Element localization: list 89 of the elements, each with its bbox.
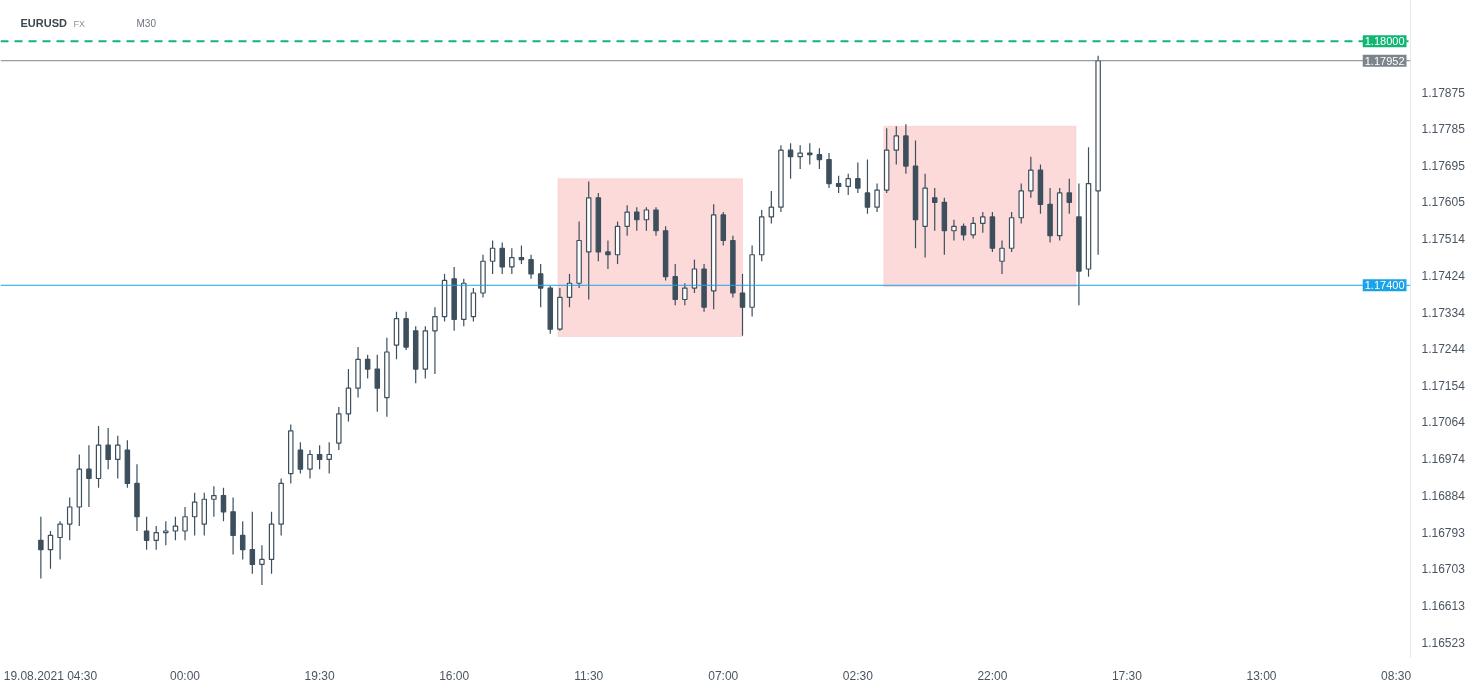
y-tick-label: 1.17785 bbox=[1421, 122, 1466, 137]
candlestick bbox=[807, 142, 813, 166]
x-tick-label: 19.08.2021 04:30 bbox=[3, 668, 98, 683]
candlestick bbox=[220, 487, 227, 522]
text: FX bbox=[73, 18, 86, 29]
candlestick bbox=[57, 520, 63, 561]
candlestick bbox=[259, 544, 265, 586]
candlestick bbox=[364, 354, 371, 380]
candlestick bbox=[470, 287, 477, 323]
candlestick bbox=[951, 219, 957, 242]
candlestick bbox=[797, 144, 803, 170]
y-tick-label: 1.16793 bbox=[1421, 525, 1466, 540]
y-tick-label: 1.17154 bbox=[1421, 378, 1466, 393]
candlestick bbox=[211, 485, 217, 518]
candlestick bbox=[845, 173, 851, 196]
candlestick bbox=[518, 244, 525, 265]
text: EURUSD bbox=[20, 16, 68, 29]
x-tick-label: 11:30 bbox=[574, 668, 604, 683]
candlestick bbox=[893, 125, 900, 166]
y-tick-label: 1.17424 bbox=[1421, 269, 1466, 283]
candlestick bbox=[239, 520, 246, 561]
candlestick bbox=[653, 206, 659, 237]
candlestick bbox=[191, 492, 198, 537]
candlestick bbox=[682, 282, 688, 306]
candlestick bbox=[624, 204, 630, 237]
candlestick bbox=[1066, 178, 1073, 215]
candlestick bbox=[672, 263, 678, 306]
candlestick bbox=[115, 435, 121, 480]
candlestick bbox=[66, 497, 73, 541]
candlestick bbox=[643, 206, 650, 232]
ref-line-label: 1.18000 bbox=[1364, 35, 1405, 48]
ref-line-label: 1.17400 bbox=[1364, 279, 1405, 292]
candlestick bbox=[768, 190, 775, 225]
x-tick-label: 22:00 bbox=[977, 668, 1008, 683]
candlestick bbox=[316, 444, 323, 470]
candlestick bbox=[999, 239, 1005, 275]
y-tick-label: 1.17334 bbox=[1421, 305, 1466, 320]
y-tick-label: 1.16884 bbox=[1421, 488, 1466, 503]
candlestick bbox=[931, 187, 938, 232]
y-tick-label: 1.17064 bbox=[1421, 415, 1466, 430]
candlestick bbox=[326, 441, 332, 475]
candlestick bbox=[249, 511, 256, 575]
y-tick-label: 1.16703 bbox=[1421, 562, 1466, 577]
candlestick bbox=[1028, 156, 1034, 199]
candlestick bbox=[143, 516, 150, 551]
candlestick bbox=[230, 497, 236, 556]
candlestick bbox=[605, 239, 611, 270]
candlestick bbox=[816, 147, 823, 170]
y-tick-label: 1.16523 bbox=[1421, 635, 1466, 650]
candlestick bbox=[163, 520, 169, 546]
candlestick bbox=[528, 254, 534, 280]
x-tick-label: 02:30 bbox=[842, 668, 874, 683]
candlestick bbox=[86, 444, 92, 508]
candlestick bbox=[970, 216, 976, 240]
y-tick-label: 1.17875 bbox=[1421, 85, 1466, 100]
candlestick bbox=[38, 516, 44, 580]
candlestick bbox=[634, 206, 640, 232]
x-tick-label: 17:30 bbox=[1111, 668, 1143, 683]
candlestick bbox=[739, 273, 746, 337]
candlestick bbox=[105, 427, 111, 470]
y-tick-label: 1.17514 bbox=[1421, 232, 1466, 247]
x-tick-label: 16:00 bbox=[439, 668, 470, 683]
y-tick-label: 1.17695 bbox=[1421, 158, 1466, 173]
candlestick bbox=[980, 211, 986, 234]
x-tick-label: 00:00 bbox=[170, 668, 201, 683]
candlestick bbox=[874, 182, 880, 213]
y-tick-label: 1.17605 bbox=[1421, 195, 1466, 210]
y-tick-label: 1.16613 bbox=[1421, 598, 1466, 613]
annotation: M30 bbox=[136, 17, 157, 29]
candlestick bbox=[182, 506, 188, 541]
candlestick bbox=[432, 306, 438, 375]
candlestick bbox=[499, 241, 505, 275]
candlestick bbox=[172, 516, 179, 541]
x-tick-label: 07:00 bbox=[708, 668, 739, 683]
y-tick-label: 1.17244 bbox=[1421, 342, 1466, 357]
candlestick bbox=[864, 158, 871, 215]
ref-line-label: 1.17952 bbox=[1364, 54, 1405, 67]
x-tick-label: 13:00 bbox=[1246, 668, 1277, 683]
candlestick bbox=[297, 441, 304, 475]
candlestick bbox=[509, 247, 515, 275]
candlestick bbox=[153, 525, 159, 551]
candlestick bbox=[374, 354, 381, 413]
y-tick-label: 1.16974 bbox=[1421, 452, 1466, 467]
x-tick-label: 19:30 bbox=[304, 668, 335, 683]
candlestick bbox=[691, 259, 698, 294]
candlestick bbox=[489, 239, 496, 275]
candlestick bbox=[855, 161, 861, 194]
candlestick bbox=[307, 449, 313, 480]
x-tick-label: 08:30 bbox=[1381, 668, 1412, 683]
